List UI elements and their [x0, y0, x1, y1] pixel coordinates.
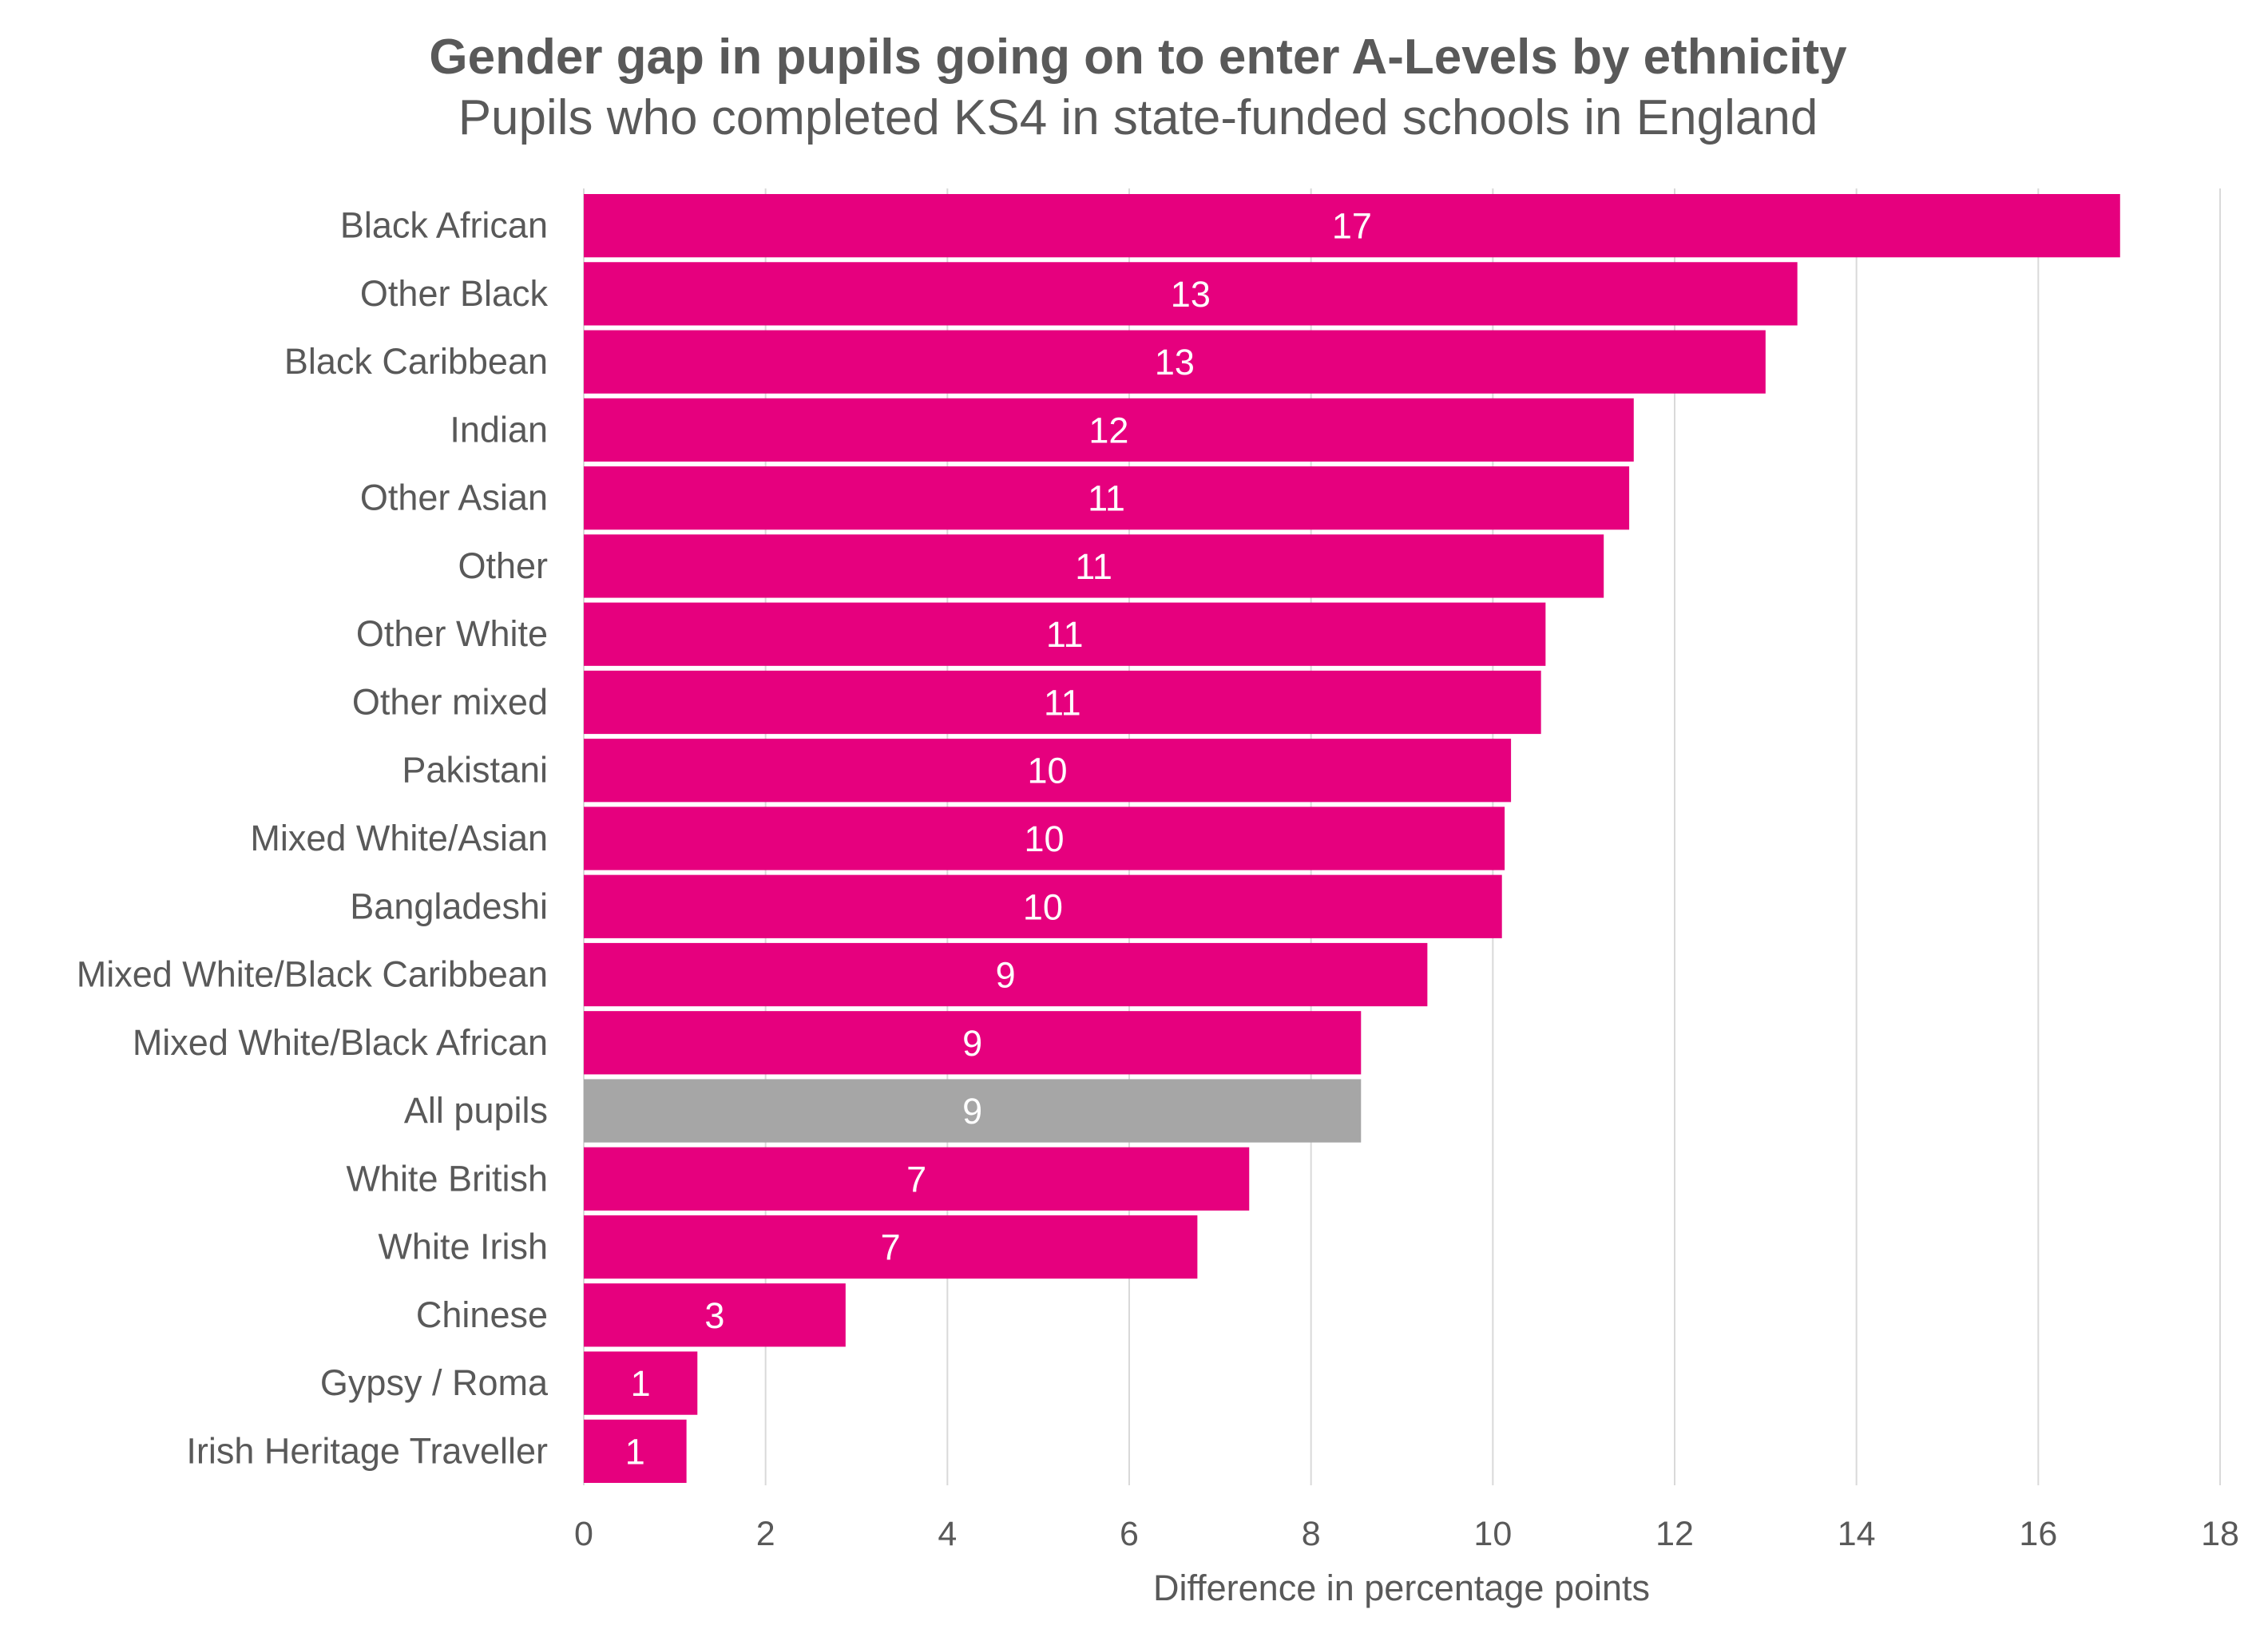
category-label-indian: Indian — [450, 409, 548, 450]
x-tick-label-4: 4 — [938, 1515, 957, 1553]
category-label-black-african: Black African — [340, 205, 548, 246]
category-label-black-caribbean: Black Caribbean — [284, 341, 548, 382]
data-label-white-irish: 7 — [881, 1227, 901, 1268]
data-label-black-african: 17 — [1332, 206, 1372, 247]
category-label-irish-heritage-traveller: Irish Heritage Traveller — [186, 1430, 548, 1471]
bar-white-british — [584, 1147, 1250, 1211]
data-label-irish-heritage-traveller: 1 — [625, 1431, 645, 1472]
category-label-pakistani: Pakistani — [402, 750, 548, 791]
category-label-mixed-white-black-caribbean: Mixed White/Black Caribbean — [77, 954, 548, 995]
bar-all-pupils — [584, 1079, 1362, 1143]
data-label-indian: 12 — [1088, 410, 1128, 450]
data-label-other-mixed: 11 — [1044, 682, 1081, 723]
bar-other-asian — [584, 466, 1630, 530]
data-label-all-pupils: 9 — [962, 1091, 982, 1132]
data-label-gypsy-roma: 1 — [631, 1363, 651, 1404]
bar-other — [584, 534, 1604, 598]
category-label-other-black: Other Black — [360, 273, 549, 314]
bars — [584, 194, 2120, 1483]
bar-indian — [584, 398, 1634, 462]
chart-title: Gender gap in pupils going on to enter A… — [429, 30, 1847, 85]
x-tick-label-16: 16 — [2019, 1515, 2057, 1553]
category-label-white-irish: White Irish — [378, 1227, 548, 1267]
category-label-white-british: White British — [346, 1158, 548, 1199]
x-tick-label-18: 18 — [2201, 1515, 2239, 1553]
bar-mixed-white-black-caribbean — [584, 942, 1428, 1007]
category-label-other: Other — [458, 545, 548, 586]
bar-black-african — [584, 194, 2120, 258]
category-label-chinese: Chinese — [416, 1294, 548, 1335]
bar-irish-heritage-traveller — [584, 1419, 687, 1483]
data-label-other-black: 13 — [1171, 274, 1211, 315]
x-tick-label-14: 14 — [1838, 1515, 1876, 1553]
data-label-chinese: 3 — [704, 1295, 724, 1336]
category-label-other-asian: Other Asian — [360, 478, 548, 518]
bar-mixed-white-black-african — [584, 1011, 1362, 1075]
bar-chinese — [584, 1283, 846, 1347]
data-label-black-caribbean: 13 — [1155, 342, 1195, 383]
x-tick-label-8: 8 — [1302, 1515, 1321, 1553]
x-tick-label-10: 10 — [1473, 1515, 1512, 1553]
bar-other-white — [584, 602, 1546, 666]
x-tick-label-12: 12 — [1655, 1515, 1694, 1553]
x-tick-label-2: 2 — [756, 1515, 775, 1553]
category-label-mixed-white-black-african: Mixed White/Black African — [133, 1022, 548, 1063]
data-label-mixed-white-black-african: 9 — [962, 1023, 982, 1064]
bar-white-irish — [584, 1215, 1198, 1279]
data-label-other: 11 — [1075, 546, 1112, 587]
bar-mixed-white-asian — [584, 807, 1505, 870]
data-label-other-white: 11 — [1046, 614, 1084, 655]
x-tick-label-6: 6 — [1120, 1515, 1139, 1553]
x-tick-label-0: 0 — [574, 1515, 593, 1553]
data-label-white-british: 7 — [906, 1159, 926, 1199]
bar-gypsy-roma — [584, 1351, 698, 1415]
chart-subtitle: Pupils who completed KS4 in state-funded… — [458, 90, 1818, 145]
category-label-bangladeshi: Bangladeshi — [350, 886, 548, 926]
bar-other-black — [584, 262, 1798, 326]
category-label-gypsy-roma: Gypsy / Roma — [320, 1362, 549, 1403]
bar-pakistani — [584, 739, 1512, 803]
data-label-mixed-white-black-caribbean: 9 — [996, 955, 1016, 996]
x-axis-title: Difference in percentage points — [1153, 1568, 1650, 1608]
data-label-mixed-white-asian: 10 — [1025, 819, 1065, 859]
bar-other-mixed — [584, 670, 1541, 735]
category-label-mixed-white-asian: Mixed White/Asian — [250, 818, 548, 858]
category-label-other-mixed: Other mixed — [352, 681, 548, 722]
data-label-bangladeshi: 10 — [1023, 886, 1063, 927]
category-label-other-white: Other White — [356, 613, 548, 654]
data-label-other-asian: 11 — [1088, 478, 1125, 519]
category-label-all-pupils: All pupils — [404, 1090, 548, 1131]
data-label-pakistani: 10 — [1028, 751, 1068, 791]
bar-black-caribbean — [584, 330, 1766, 394]
category-labels: Black African Other Black Black Caribbean I… — [77, 205, 549, 1472]
x-axis-ticks: 0 2 4 6 8 10 12 14 16 18 — [574, 1515, 2239, 1553]
bar-bangladeshi — [584, 874, 1502, 938]
